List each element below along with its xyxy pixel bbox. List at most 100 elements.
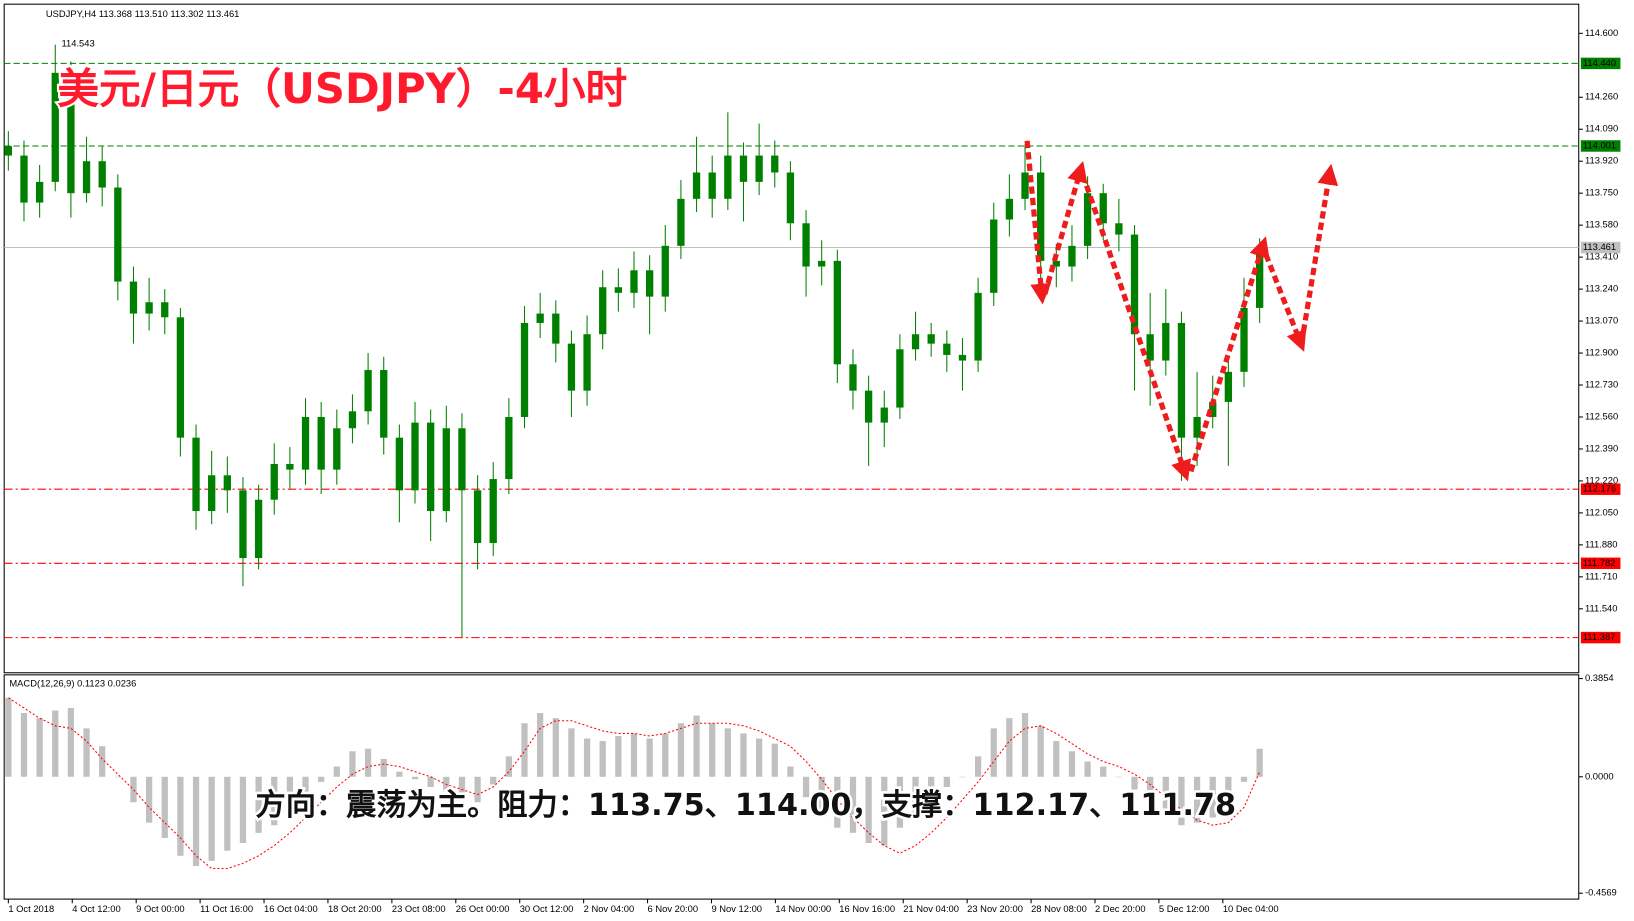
candle-body bbox=[82, 161, 91, 194]
candle-body bbox=[755, 155, 763, 182]
y-tick-label: 112.050 bbox=[1585, 507, 1618, 517]
macd-bar bbox=[1115, 776, 1123, 778]
candle-body bbox=[395, 437, 404, 491]
arrow bbox=[1188, 236, 1270, 473]
macd-bar bbox=[255, 776, 262, 833]
candle-body bbox=[1209, 401, 1217, 417]
candle-body bbox=[724, 155, 732, 199]
macd-bar bbox=[286, 776, 294, 813]
level-box bbox=[1580, 140, 1621, 152]
x-tick-label: 21 Nov 04:00 bbox=[903, 904, 959, 914]
macd-bar bbox=[912, 776, 919, 818]
candle-body bbox=[380, 369, 388, 438]
candle-body bbox=[614, 287, 623, 293]
level-label: 111.387 bbox=[1583, 632, 1615, 642]
candle-body bbox=[1115, 223, 1123, 235]
candle-body bbox=[411, 422, 419, 491]
candle-body bbox=[1193, 416, 1201, 438]
level-box bbox=[1580, 241, 1621, 254]
y-tick-label: 113.580 bbox=[1585, 220, 1618, 230]
plot-layer: 114.600 114.260 114.090 113.920 113.750 113.5… bbox=[4, 28, 1621, 914]
candle-body bbox=[301, 416, 310, 470]
macd-bar bbox=[630, 733, 638, 777]
macd-bar bbox=[271, 776, 278, 826]
candle-body bbox=[1005, 198, 1014, 220]
high-label: 114.543 bbox=[62, 39, 95, 49]
y-tick-label: 114.600 bbox=[1585, 28, 1618, 38]
chart-title: 美元/日元（USDJPY）-4小时 bbox=[57, 64, 627, 113]
macd-bar bbox=[677, 723, 685, 777]
macd-bar bbox=[1147, 776, 1154, 805]
y-tick-label: 112.730 bbox=[1585, 379, 1618, 389]
macd-bar bbox=[396, 771, 403, 777]
candle-body bbox=[1068, 245, 1076, 267]
candle-body bbox=[473, 490, 482, 543]
y-tick-label: 113.070 bbox=[1585, 316, 1618, 326]
y-tick-label: 112.560 bbox=[1585, 411, 1618, 421]
macd-signal bbox=[8, 697, 1261, 870]
candle-body bbox=[145, 302, 153, 314]
macd-bar bbox=[1209, 776, 1216, 818]
candle-body bbox=[348, 411, 357, 429]
candle-body bbox=[286, 464, 294, 470]
candle-body bbox=[1224, 371, 1233, 402]
level-box bbox=[1580, 631, 1621, 644]
x-tick-label: 6 Nov 20:00 bbox=[648, 904, 699, 914]
candle-body bbox=[458, 428, 466, 491]
level-label: 114.440 bbox=[1583, 58, 1616, 68]
x-tick-label: 11 Oct 16:00 bbox=[200, 904, 253, 914]
macd-bar bbox=[615, 736, 622, 777]
candle-body bbox=[849, 364, 857, 391]
arrow bbox=[1042, 161, 1088, 295]
candle-body bbox=[1099, 193, 1107, 224]
candle-body bbox=[489, 479, 497, 543]
candle-body bbox=[552, 313, 560, 344]
candle-body bbox=[896, 349, 904, 408]
y-tick-label: 111.880 bbox=[1585, 539, 1617, 549]
macd-bar bbox=[5, 697, 12, 777]
x-tick-label: 9 Oct 00:00 bbox=[136, 904, 184, 914]
macd-bar bbox=[1037, 725, 1044, 777]
macd-bar bbox=[865, 776, 872, 844]
macd-bar bbox=[1006, 718, 1013, 777]
y-tick-label: 111.710 bbox=[1585, 571, 1617, 581]
macd-bar bbox=[583, 738, 591, 777]
macd-bar bbox=[1178, 776, 1185, 826]
candle-body bbox=[1083, 193, 1092, 246]
candle-body bbox=[567, 343, 576, 391]
candle-body bbox=[129, 281, 138, 314]
candle-body bbox=[974, 292, 982, 361]
macd-bar bbox=[1068, 751, 1076, 777]
candle-body bbox=[645, 270, 654, 297]
level-box bbox=[1580, 557, 1621, 570]
macd-bar bbox=[646, 738, 653, 777]
macd-bar bbox=[974, 756, 982, 777]
macd-bar bbox=[302, 776, 309, 798]
macd-bar bbox=[740, 733, 747, 777]
macd-bar bbox=[52, 710, 59, 777]
macd-bar bbox=[1053, 741, 1060, 777]
macd-bar bbox=[192, 776, 200, 866]
candle-body bbox=[317, 416, 325, 470]
macd-label: MACD(12,26,9) 0.1123 0.0236 bbox=[9, 679, 136, 689]
candle-body bbox=[1240, 307, 1248, 372]
y-tick-label: 112.220 bbox=[1585, 475, 1618, 485]
macd-bar bbox=[114, 776, 121, 778]
x-tick-label: 23 Nov 20:00 bbox=[967, 904, 1023, 914]
candle-body bbox=[67, 72, 75, 194]
macd-bar bbox=[693, 715, 700, 777]
x-tick-label: 30 Oct 12:00 bbox=[520, 904, 574, 914]
macd-bar bbox=[724, 728, 731, 777]
candle-body bbox=[520, 322, 529, 417]
candle-body bbox=[1146, 334, 1154, 361]
candle-body bbox=[911, 334, 920, 350]
header: USDJPY,H4 113.368 113.510 113.302 113.46… bbox=[46, 9, 240, 19]
y-tick-label: 114.090 bbox=[1585, 124, 1618, 134]
macd-bar bbox=[20, 713, 28, 777]
macd-bar bbox=[1240, 776, 1248, 782]
candle-body bbox=[1037, 172, 1045, 261]
y-tick-label: 113.410 bbox=[1585, 252, 1618, 262]
